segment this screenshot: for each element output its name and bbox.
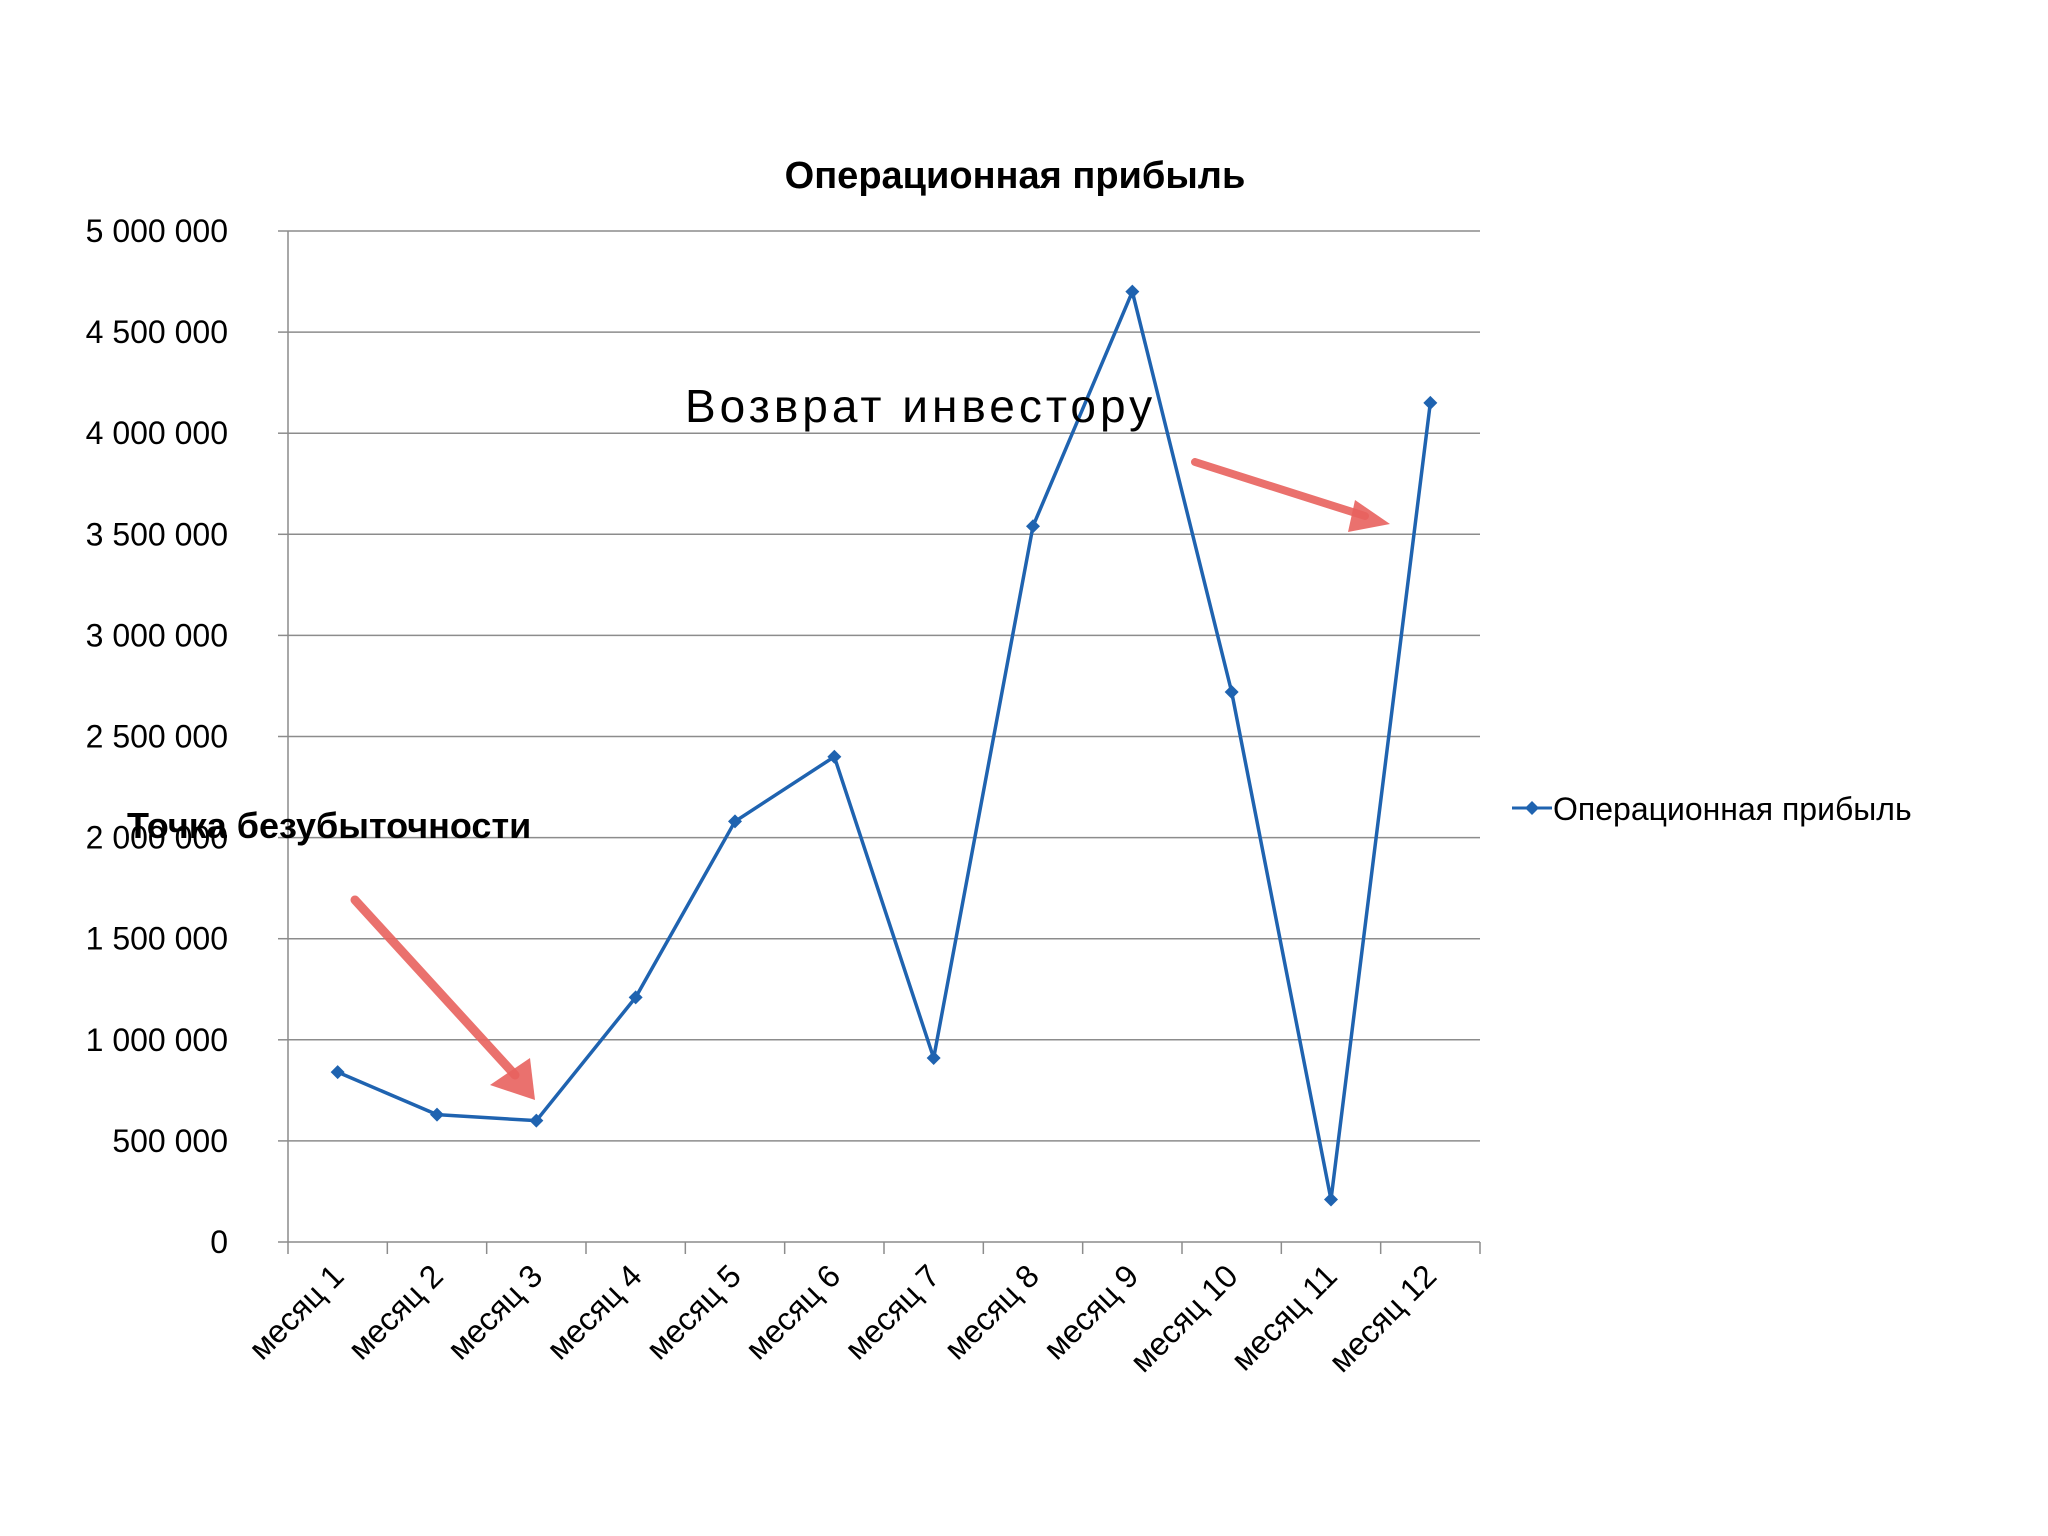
- y-tick-label: 3 500 000: [86, 516, 228, 552]
- data-point-marker: [330, 1065, 345, 1080]
- x-tick-label: месяц 2: [341, 1257, 450, 1366]
- y-tick-label: 1 500 000: [86, 921, 228, 957]
- x-tick-label: месяц 7: [838, 1257, 947, 1366]
- x-tick-label: месяц 8: [937, 1257, 1046, 1366]
- y-tick-label: 2 500 000: [86, 719, 228, 755]
- data-point-marker: [529, 1113, 544, 1128]
- arrow-investor-icon: [1191, 458, 1390, 532]
- legend-diamond-marker: [1525, 801, 1539, 815]
- annotation-investor-return: Возврат инвестору: [685, 380, 1156, 432]
- data-point-marker: [827, 749, 842, 764]
- arrow-breakeven-icon: [350, 895, 535, 1100]
- data-point-marker: [1026, 519, 1040, 534]
- series-line: [336, 289, 1433, 1202]
- data-point-marker: [1125, 284, 1140, 299]
- y-tick-label: 5 000 000: [86, 213, 228, 249]
- data-point-marker: [926, 1050, 941, 1065]
- x-tick-label: месяц 10: [1123, 1257, 1245, 1379]
- series-line-group: [330, 284, 1438, 1207]
- data-point-marker: [628, 990, 643, 1005]
- y-tick-label: 1 000 000: [86, 1022, 228, 1058]
- y-tick-label: 3 000 000: [86, 617, 228, 653]
- data-point-marker: [1324, 1192, 1338, 1207]
- x-tick-label: месяц 1: [242, 1257, 351, 1366]
- legend-label: Операционная прибыль: [1553, 791, 1912, 827]
- x-tick-label: месяц 6: [738, 1257, 847, 1366]
- chart-title: Операционная прибыль: [785, 155, 1246, 197]
- axes: [278, 230, 1481, 1254]
- x-tick-label: месяц 12: [1322, 1257, 1444, 1379]
- y-tick-labels: 0 500 000 1 000 000 1 500 000 2 000 000 2 500…: [86, 213, 228, 1260]
- data-point-marker: [430, 1107, 444, 1122]
- y-tick-label: 4 500 000: [86, 314, 228, 350]
- x-tick-label: месяц 3: [440, 1257, 549, 1366]
- x-tick-label: месяц 5: [639, 1257, 748, 1366]
- data-point-marker: [728, 814, 742, 829]
- x-tick-label: месяц 11: [1224, 1257, 1344, 1377]
- data-point-marker: [1224, 685, 1239, 700]
- legend: Операционная прибыль: [1512, 791, 1912, 827]
- annotation-breakeven-point: Точка безубыточности: [127, 805, 531, 846]
- y-tick-label: 500 000: [112, 1123, 228, 1159]
- y-tick-label: 4 000 000: [86, 415, 228, 451]
- y-tick-label: 0: [210, 1224, 228, 1260]
- x-tick-label: месяц 4: [540, 1257, 649, 1366]
- grid-lines: [288, 230, 1480, 1142]
- data-point-marker: [1423, 395, 1438, 410]
- y-tick-label: 2 000 000: [86, 820, 228, 856]
